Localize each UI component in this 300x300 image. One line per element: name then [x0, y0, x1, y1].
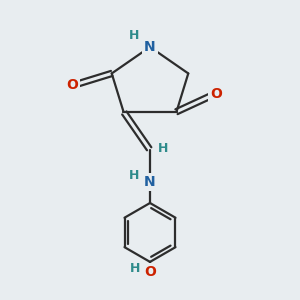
- Text: H: H: [158, 142, 168, 155]
- Text: O: O: [210, 87, 222, 101]
- Text: N: N: [144, 176, 156, 189]
- Text: O: O: [66, 78, 78, 92]
- Text: N: N: [144, 40, 156, 54]
- Text: O: O: [144, 265, 156, 279]
- Text: H: H: [129, 169, 139, 182]
- Text: H: H: [130, 262, 140, 275]
- Text: H: H: [129, 29, 139, 42]
